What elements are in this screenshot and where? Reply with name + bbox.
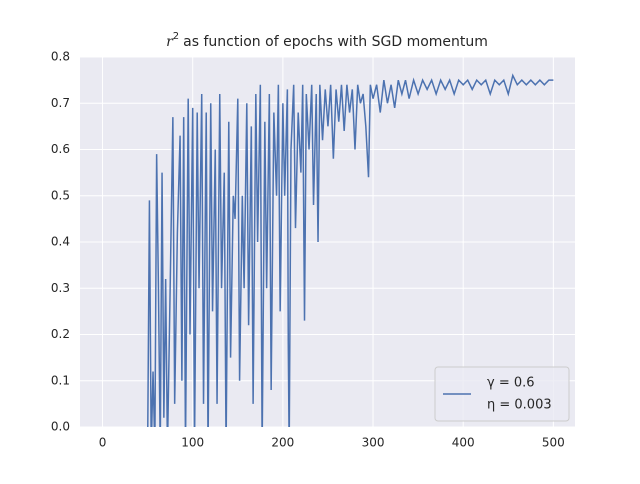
legend-label: γ = 0.6 — [487, 376, 535, 391]
x-tick-label: 200 — [271, 436, 294, 450]
legend-label: η = 0.003 — [487, 398, 552, 413]
y-tick-label: 0.1 — [51, 373, 70, 387]
legend-box — [434, 366, 570, 422]
title-text: as function of epochs with SGD momentum — [183, 34, 488, 50]
y-tick-label: 0.6 — [51, 142, 70, 156]
y-tick-label: 0.7 — [51, 96, 70, 110]
x-tick-label: 400 — [452, 436, 475, 450]
y-tick-label: 0.8 — [51, 50, 70, 64]
y-tick-label: 0.0 — [51, 420, 70, 434]
series — [147, 73, 554, 427]
y-tick-label: 0.4 — [51, 235, 70, 249]
x-tick-label: 500 — [542, 436, 565, 450]
title-exponent: 2 — [173, 31, 179, 42]
x-tick-label: 300 — [362, 436, 385, 450]
y-tick-label: 0.5 — [51, 188, 70, 202]
data-line — [147, 73, 554, 427]
y-tick-label: 0.2 — [51, 327, 70, 341]
x-tick-label: 100 — [181, 436, 204, 450]
x-tick-label: 0 — [99, 436, 107, 450]
y-tick-label: 0.3 — [51, 281, 70, 295]
legend: γ = 0.6 η = 0.003 — [434, 366, 570, 422]
title-symbol: r — [166, 34, 174, 50]
chart-title: r2 as function of epochs with SGD momentu… — [166, 31, 488, 50]
